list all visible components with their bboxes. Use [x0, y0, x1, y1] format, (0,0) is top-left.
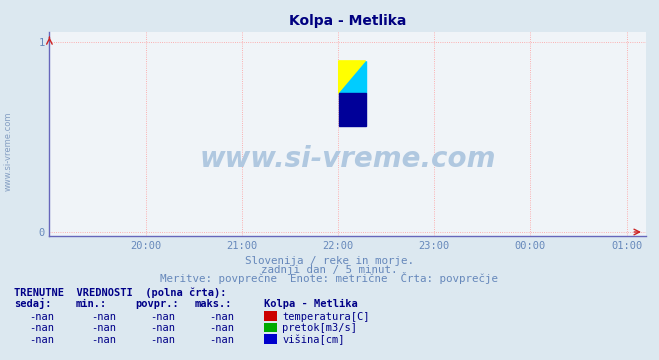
- Text: višina[cm]: višina[cm]: [282, 334, 345, 345]
- Text: -nan: -nan: [30, 312, 55, 322]
- Text: Meritve: povprečne  Enote: metrične  Črta: povprečje: Meritve: povprečne Enote: metrične Črta:…: [161, 272, 498, 284]
- Text: maks.:: maks.:: [194, 299, 232, 309]
- Text: -nan: -nan: [30, 335, 55, 345]
- Text: Slovenija / reke in morje.: Slovenija / reke in morje.: [245, 256, 414, 266]
- Text: sedaj:: sedaj:: [14, 298, 52, 309]
- Text: -nan: -nan: [210, 335, 235, 345]
- Polygon shape: [339, 94, 366, 126]
- Text: Kolpa - Metlika: Kolpa - Metlika: [264, 299, 357, 309]
- Text: -nan: -nan: [91, 323, 116, 333]
- Text: -nan: -nan: [30, 323, 55, 333]
- Text: temperatura[C]: temperatura[C]: [282, 312, 370, 322]
- Text: -nan: -nan: [91, 335, 116, 345]
- Text: povpr.:: povpr.:: [135, 299, 179, 309]
- Text: www.si-vreme.com: www.si-vreme.com: [4, 112, 13, 191]
- Text: -nan: -nan: [150, 312, 175, 322]
- Text: www.si-vreme.com: www.si-vreme.com: [200, 144, 496, 172]
- Text: TRENUTNE  VREDNOSTI  (polna črta):: TRENUTNE VREDNOSTI (polna črta):: [14, 287, 227, 298]
- Text: zadnji dan / 5 minut.: zadnji dan / 5 minut.: [261, 265, 398, 275]
- Text: min.:: min.:: [76, 299, 107, 309]
- Text: pretok[m3/s]: pretok[m3/s]: [282, 323, 357, 333]
- Text: -nan: -nan: [210, 312, 235, 322]
- Text: -nan: -nan: [210, 323, 235, 333]
- Title: Kolpa - Metlika: Kolpa - Metlika: [289, 14, 407, 28]
- Text: -nan: -nan: [150, 335, 175, 345]
- Text: -nan: -nan: [91, 312, 116, 322]
- Polygon shape: [339, 61, 366, 94]
- Text: -nan: -nan: [150, 323, 175, 333]
- Polygon shape: [339, 61, 366, 94]
